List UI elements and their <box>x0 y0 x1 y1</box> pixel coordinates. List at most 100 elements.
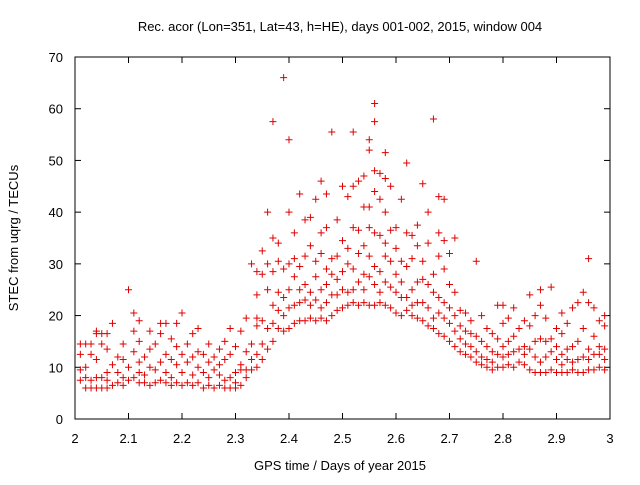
data-point <box>403 262 411 270</box>
data-point <box>504 314 512 322</box>
data-point <box>558 361 566 369</box>
data-point <box>355 301 363 309</box>
data-point <box>301 252 309 260</box>
data-point <box>205 340 213 348</box>
data-point <box>349 286 357 294</box>
data-point <box>585 345 593 353</box>
data-point <box>301 317 309 325</box>
data-point <box>392 224 400 232</box>
data-point <box>371 301 379 309</box>
data-point <box>296 286 304 294</box>
data-point <box>547 335 555 343</box>
data-point <box>194 348 202 356</box>
data-point <box>488 366 496 374</box>
data-point <box>563 356 571 364</box>
data-point <box>349 128 357 136</box>
data-point <box>167 381 175 389</box>
x-tick-label: 2.4 <box>280 431 298 446</box>
data-point <box>306 213 314 221</box>
data-point <box>360 286 368 294</box>
data-point <box>301 216 309 224</box>
data-point <box>258 247 266 255</box>
data-point <box>435 293 443 301</box>
data-point <box>371 187 379 195</box>
data-point <box>339 286 346 294</box>
data-point <box>424 322 432 330</box>
x-tick-label: 2 <box>71 431 78 446</box>
data-point <box>408 255 416 263</box>
data-point <box>285 325 293 332</box>
data-point <box>467 330 475 338</box>
x-tick-label: 2.5 <box>333 431 351 446</box>
data-point <box>189 371 197 379</box>
data-point <box>526 291 534 299</box>
data-point <box>333 216 341 224</box>
data-point <box>542 314 550 322</box>
data-point <box>569 304 577 312</box>
data-point <box>232 368 239 376</box>
data-point <box>456 322 464 330</box>
data-point <box>349 299 357 307</box>
data-point <box>446 319 453 327</box>
data-point <box>392 288 400 296</box>
data-point <box>499 319 507 327</box>
data-point <box>280 293 288 301</box>
data-point <box>312 257 320 265</box>
data-point <box>151 379 159 387</box>
data-point <box>173 343 181 351</box>
data-point <box>355 177 363 185</box>
data-point <box>146 381 154 389</box>
data-point <box>601 366 609 374</box>
data-point <box>317 250 325 258</box>
data-point <box>248 340 256 348</box>
data-point <box>312 273 320 281</box>
data-point <box>387 257 395 265</box>
data-point <box>215 361 223 369</box>
data-point <box>547 283 555 291</box>
data-point <box>526 366 534 374</box>
data-point <box>526 345 534 353</box>
data-point <box>408 301 416 309</box>
data-point <box>413 221 421 229</box>
data-point <box>504 337 512 345</box>
data-point <box>146 327 154 335</box>
data-point <box>456 348 464 356</box>
data-point <box>499 343 507 351</box>
y-tick-label: 70 <box>49 50 63 65</box>
data-point <box>569 358 577 366</box>
data-point <box>365 224 373 232</box>
data-point <box>253 363 261 371</box>
data-point <box>296 299 304 307</box>
data-point <box>194 325 202 332</box>
data-point <box>515 345 523 353</box>
data-point <box>141 379 149 387</box>
data-point <box>360 242 368 250</box>
data-point <box>435 330 443 338</box>
data-point <box>451 288 459 296</box>
data-point <box>483 325 491 332</box>
data-point <box>590 332 598 340</box>
data-point <box>103 376 111 384</box>
data-point <box>290 301 298 309</box>
data-point <box>76 366 84 374</box>
data-point <box>290 229 298 237</box>
data-point <box>381 149 389 157</box>
data-point <box>157 330 165 338</box>
data-point <box>585 299 593 307</box>
data-point <box>269 319 277 327</box>
data-point <box>103 330 111 338</box>
data-point <box>403 293 411 301</box>
data-point <box>199 384 207 392</box>
data-point <box>183 379 191 387</box>
data-point <box>365 203 373 211</box>
data-point <box>531 353 539 361</box>
chart-title: Rec. acor (Lon=351, Lat=43, h=HE), days … <box>138 19 542 34</box>
data-point <box>547 348 555 356</box>
data-point <box>269 234 277 242</box>
data-point <box>397 278 405 286</box>
y-tick-label: 50 <box>49 153 63 168</box>
data-point <box>585 255 593 263</box>
data-point <box>536 301 544 309</box>
data-point <box>339 268 346 276</box>
